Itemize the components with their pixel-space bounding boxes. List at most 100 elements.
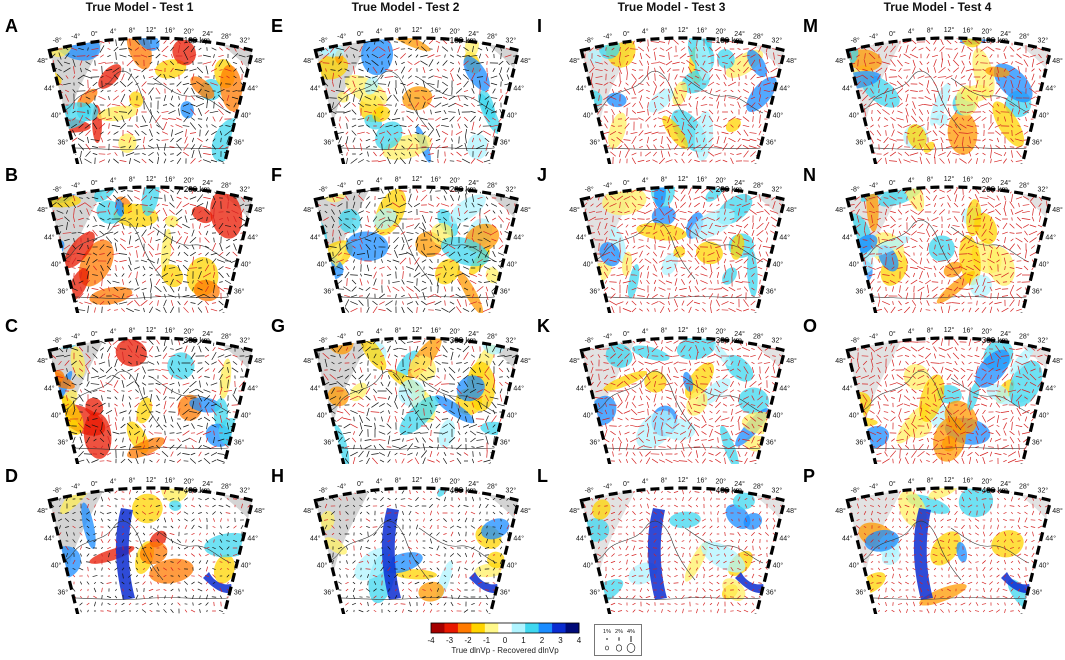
anisotropy-stick bbox=[282, 247, 287, 248]
anisotropy-stick bbox=[289, 190, 293, 191]
anisotropy-stick bbox=[31, 547, 32, 550]
latitude-tick-label-right: 44° bbox=[247, 233, 258, 241]
anisotropy-stick bbox=[45, 603, 47, 606]
anisotropy-stick bbox=[310, 204, 314, 205]
anisotropy-stick bbox=[262, 89, 263, 92]
anisotropy-stick bbox=[339, 173, 340, 180]
anisotropy-stick bbox=[22, 416, 29, 421]
anisotropy-stick bbox=[9, 541, 13, 542]
anisotropy-stick bbox=[261, 261, 265, 262]
anisotropy-stick bbox=[275, 252, 279, 256]
longitude-tick-label: -4° bbox=[337, 182, 346, 190]
anisotropy-stick bbox=[304, 267, 307, 269]
anisotropy-stick bbox=[255, 246, 258, 247]
anisotropy-stick bbox=[311, 152, 312, 155]
anisotropy-stick bbox=[520, 41, 524, 42]
anisotropy-stick bbox=[17, 59, 19, 67]
anisotropy-stick bbox=[526, 225, 531, 227]
anisotropy-stick bbox=[521, 132, 524, 133]
anisotropy-stick bbox=[7, 153, 14, 154]
anisotropy-stick bbox=[263, 477, 264, 480]
anisotropy-stick bbox=[65, 327, 69, 329]
anisotropy-stick bbox=[66, 341, 68, 344]
anisotropy-stick bbox=[9, 374, 12, 380]
anisotropy-stick bbox=[281, 280, 286, 284]
anisotropy-stick bbox=[262, 553, 264, 556]
longitude-tick-label: 8° bbox=[129, 476, 136, 484]
anisotropy-stick bbox=[519, 253, 524, 255]
anisotropy-stick bbox=[49, 424, 57, 427]
anisotropy-stick bbox=[18, 504, 19, 509]
anisotropy-stick bbox=[290, 266, 292, 271]
anisotropy-stick bbox=[401, 26, 405, 30]
anisotropy-stick bbox=[38, 159, 40, 162]
anisotropy-stick bbox=[65, 484, 69, 486]
anisotropy-stick bbox=[45, 459, 47, 463]
anisotropy-stick bbox=[254, 561, 257, 564]
anisotropy-stick bbox=[59, 333, 61, 337]
anisotropy-stick bbox=[234, 32, 235, 38]
anisotropy-stick bbox=[262, 75, 264, 79]
anisotropy-stick bbox=[44, 446, 48, 447]
anisotropy-stick bbox=[38, 69, 41, 72]
anisotropy-stick bbox=[37, 180, 41, 188]
anisotropy-stick bbox=[521, 110, 523, 113]
anisotropy-stick bbox=[520, 146, 525, 149]
anisotropy-stick bbox=[296, 118, 301, 120]
anisotropy-stick bbox=[31, 567, 33, 571]
anisotropy-stick bbox=[148, 34, 154, 36]
anisotropy-stick bbox=[253, 280, 258, 284]
anisotropy-stick bbox=[507, 306, 509, 313]
anisotropy-stick bbox=[255, 546, 256, 549]
anisotropy-stick bbox=[485, 174, 489, 179]
anisotropy-stick bbox=[53, 596, 54, 598]
anisotropy-stick bbox=[24, 347, 26, 352]
anisotropy-stick bbox=[253, 370, 258, 371]
anisotropy-stick bbox=[44, 596, 48, 597]
anisotropy-stick bbox=[253, 95, 258, 102]
anisotropy-stick bbox=[24, 596, 26, 599]
anisotropy-stick bbox=[32, 380, 33, 388]
latitude-tick-label-right: 44° bbox=[247, 84, 258, 92]
anisotropy-stick bbox=[519, 245, 524, 250]
anisotropy-stick bbox=[24, 610, 25, 612]
anisotropy-stick bbox=[245, 124, 253, 128]
anisotropy-stick bbox=[297, 159, 299, 164]
anisotropy-stick bbox=[527, 138, 530, 142]
anisotropy-stick bbox=[234, 280, 235, 284]
longitude-tick-label: 0° bbox=[357, 179, 364, 187]
anisotropy-stick bbox=[24, 280, 25, 284]
anisotropy-stick bbox=[31, 402, 34, 408]
anisotropy-stick bbox=[37, 55, 40, 58]
anisotropy-stick bbox=[304, 340, 306, 344]
anisotropy-stick bbox=[514, 75, 516, 79]
anisotropy-stick bbox=[135, 325, 138, 332]
anisotropy-stick bbox=[227, 159, 229, 162]
longitude-tick-label: 12° bbox=[146, 326, 157, 334]
anisotropy-stick bbox=[37, 84, 41, 85]
anisotropy-stick bbox=[332, 309, 335, 312]
anisotropy-stick bbox=[297, 54, 299, 58]
anisotropy-stick bbox=[262, 561, 264, 564]
anisotropy-stick bbox=[60, 306, 61, 313]
anisotropy-stick bbox=[28, 459, 36, 463]
anisotropy-stick bbox=[273, 295, 281, 298]
map-graphic: -8°-4°0°4°8°12°16°20°24°28°32°48°44°40°3… bbox=[3, 167, 265, 313]
longitude-tick-label: 0° bbox=[91, 480, 98, 488]
anisotropy-stick bbox=[23, 109, 26, 115]
anisotropy-stick bbox=[24, 539, 26, 542]
anisotropy-stick bbox=[59, 554, 60, 556]
anisotropy-stick bbox=[9, 457, 12, 464]
anisotropy-stick bbox=[262, 609, 263, 612]
anisotropy-stick bbox=[283, 238, 284, 241]
anisotropy-stick bbox=[7, 355, 15, 358]
longitude-tick-label: 0° bbox=[91, 179, 98, 187]
anisotropy-stick bbox=[42, 308, 49, 312]
anisotropy-stick bbox=[29, 104, 35, 106]
anisotropy-stick bbox=[260, 41, 265, 42]
anisotropy-stick bbox=[37, 48, 40, 49]
anisotropy-stick bbox=[528, 183, 530, 186]
anisotropy-stick bbox=[246, 182, 252, 186]
anisotropy-stick bbox=[239, 273, 245, 276]
anisotropy-stick bbox=[325, 272, 326, 278]
